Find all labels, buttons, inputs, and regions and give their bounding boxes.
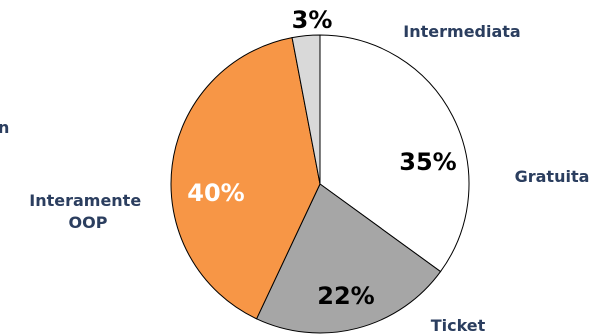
value-label-intermediata: 3%: [292, 6, 333, 34]
category-label-ticket: Ticket: [431, 316, 486, 335]
category-label-interamente-line2: OOP: [69, 213, 108, 232]
value-label-gratuita: 35%: [399, 148, 456, 176]
category-label-intermediata: Intermediata: [403, 22, 520, 41]
value-label-ticket: 22%: [317, 282, 374, 310]
pie-slices: [170, 34, 470, 334]
pie-slice-interamente-oop: [170, 37, 321, 320]
value-label-interamente-oop: 40%: [187, 179, 244, 207]
category-label-interamente: Interamente OOP: [29, 191, 147, 232]
pie-slice-gratuita: [319, 34, 470, 273]
pie-slice-intermediata: [291, 34, 321, 185]
category-label-interamente-line1: Interamente: [29, 191, 141, 210]
cut-off-label: n: [0, 118, 9, 137]
category-label-gratuita: Gratuita: [515, 167, 590, 186]
